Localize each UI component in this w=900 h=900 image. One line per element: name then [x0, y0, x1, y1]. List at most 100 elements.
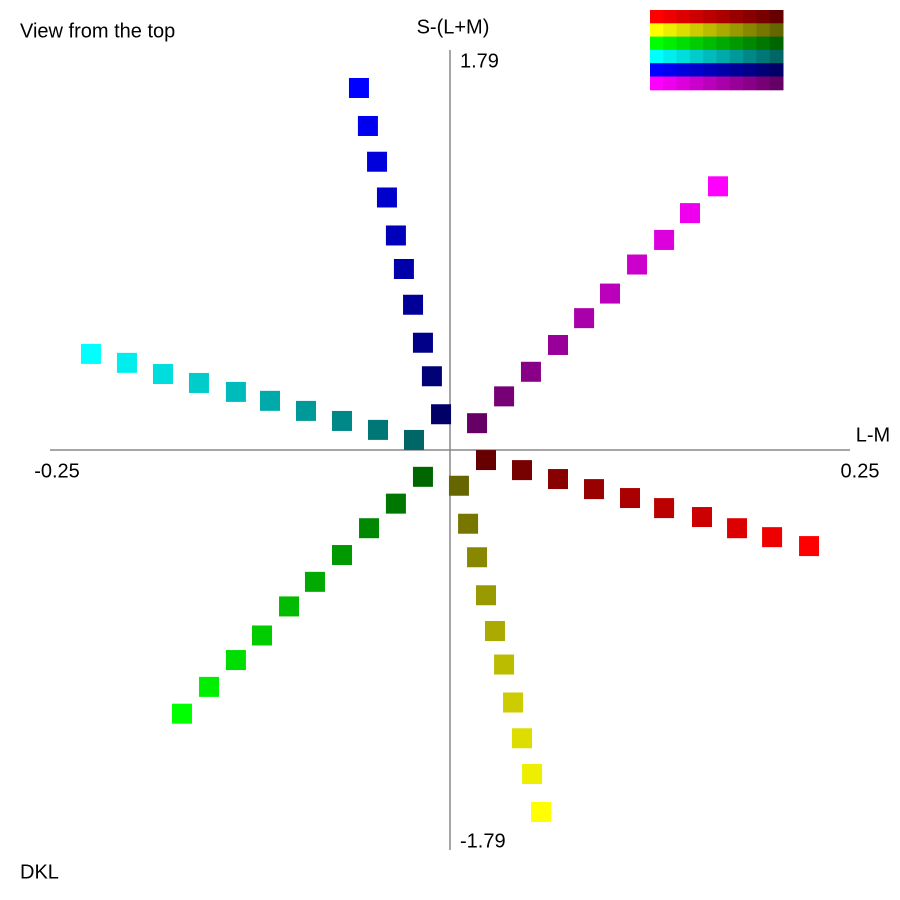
palette-cell — [689, 36, 704, 51]
palette-cell — [729, 63, 744, 77]
palette-cell — [729, 49, 744, 64]
point — [225, 650, 246, 671]
point — [600, 283, 620, 304]
point — [199, 676, 220, 697]
palette-cell — [703, 76, 717, 91]
point — [799, 536, 820, 557]
palette-cell — [663, 10, 678, 24]
palette-cell — [756, 36, 771, 51]
point — [412, 332, 433, 353]
palette-cell — [769, 63, 784, 77]
palette-cell — [743, 10, 757, 24]
point — [520, 361, 541, 382]
point — [476, 450, 496, 471]
palette-cell — [743, 63, 757, 77]
y-axis-label: S-(L+M) — [417, 16, 490, 38]
point — [574, 308, 595, 329]
palette-cell — [650, 63, 664, 77]
point — [584, 479, 604, 500]
palette-cell — [703, 49, 717, 64]
point — [548, 334, 568, 355]
point — [332, 545, 352, 566]
point — [494, 654, 515, 675]
point — [512, 728, 532, 749]
palette-cell — [689, 63, 704, 77]
palette-cell — [769, 76, 784, 91]
point — [304, 571, 325, 592]
point — [467, 547, 488, 568]
x-tick-label: -0.25 — [34, 460, 80, 482]
point — [708, 176, 728, 197]
palette-cell — [769, 49, 784, 64]
palette-cell — [756, 63, 771, 77]
point — [503, 692, 524, 713]
point — [332, 410, 352, 431]
palette-cell — [663, 23, 678, 38]
palette-cell — [743, 36, 757, 51]
palette-cell — [743, 49, 757, 64]
point — [467, 413, 488, 434]
palette-cell — [703, 10, 717, 24]
point — [376, 187, 397, 208]
palette-cell — [676, 76, 691, 91]
point — [296, 400, 316, 421]
point — [620, 488, 640, 509]
palette-cell — [703, 63, 717, 77]
point — [692, 507, 712, 528]
point — [627, 254, 648, 275]
palette-cell — [650, 23, 664, 38]
y-tick-label: -1.79 — [460, 830, 506, 852]
point — [348, 77, 369, 98]
chart-title: View from the top — [20, 20, 175, 42]
palette-cell — [650, 49, 664, 64]
palette-cell — [689, 10, 704, 24]
palette-cell — [729, 23, 744, 38]
palette-cell — [716, 23, 731, 38]
palette-cell — [716, 63, 731, 77]
palette-cell — [650, 36, 664, 51]
palette-cell — [743, 76, 757, 91]
palette-cell — [689, 76, 704, 91]
point — [476, 585, 496, 606]
point — [512, 460, 532, 481]
palette-cell — [756, 49, 771, 64]
point — [252, 625, 272, 646]
point — [260, 390, 280, 411]
point — [385, 225, 406, 246]
point — [522, 764, 543, 785]
palette-cell — [676, 36, 691, 51]
point — [484, 621, 505, 642]
point — [403, 294, 424, 315]
chart-subtitle: DKL — [20, 861, 59, 883]
point — [548, 469, 568, 490]
y-tick-label: 1.79 — [460, 50, 499, 72]
point — [494, 386, 515, 407]
point — [172, 703, 192, 724]
point — [367, 151, 388, 172]
point — [393, 258, 414, 279]
palette-cell — [663, 76, 678, 91]
palette-cell — [716, 49, 731, 64]
point — [80, 343, 101, 364]
palette-cell — [769, 23, 784, 38]
palette-cell — [689, 23, 704, 38]
point — [404, 429, 424, 450]
point — [431, 404, 452, 425]
palette-cell — [663, 36, 678, 51]
point — [727, 518, 748, 539]
palette-cell — [729, 76, 744, 91]
x-axis-label: L-M — [856, 424, 890, 446]
palette-cell — [689, 49, 704, 64]
palette-cell — [676, 49, 691, 64]
point — [188, 372, 209, 393]
point — [279, 596, 300, 617]
point — [357, 115, 378, 136]
palette-cell — [716, 76, 731, 91]
palette-cell — [716, 10, 731, 24]
palette-cell — [676, 23, 691, 38]
palette-cell — [769, 10, 784, 24]
point — [412, 466, 433, 487]
palette-cell — [650, 76, 664, 91]
point — [359, 518, 380, 539]
